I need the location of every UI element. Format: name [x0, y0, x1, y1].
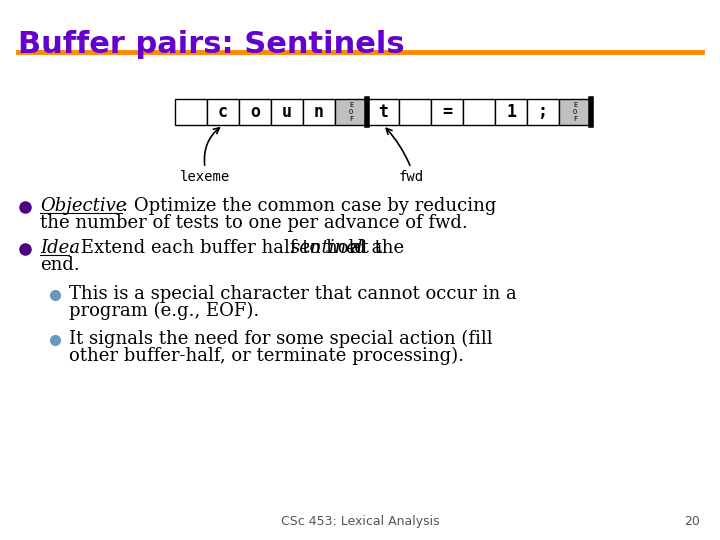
FancyBboxPatch shape [239, 99, 271, 125]
Text: Buffer pairs: Sentinels: Buffer pairs: Sentinels [18, 30, 405, 59]
Text: end.: end. [40, 256, 80, 274]
FancyBboxPatch shape [463, 99, 495, 125]
Text: : Optimize the common case by reducing: : Optimize the common case by reducing [122, 197, 496, 215]
Text: fwd: fwd [398, 170, 423, 184]
Text: 1: 1 [506, 103, 516, 121]
Text: lexeme: lexeme [180, 170, 230, 184]
Text: 20: 20 [684, 515, 700, 528]
Text: : Extend each buffer half to hold a: : Extend each buffer half to hold a [69, 239, 388, 257]
Text: E
O
F: E O F [349, 102, 353, 122]
Text: t: t [378, 103, 388, 121]
FancyBboxPatch shape [207, 99, 239, 125]
Text: Objective: Objective [40, 197, 127, 215]
FancyBboxPatch shape [399, 99, 431, 125]
Text: Idea: Idea [40, 239, 80, 257]
Text: This is a special character that cannot occur in a: This is a special character that cannot … [69, 285, 517, 303]
Text: program (e.g., EOF).: program (e.g., EOF). [69, 302, 259, 320]
Text: =: = [442, 103, 452, 121]
Text: o: o [250, 103, 260, 121]
FancyBboxPatch shape [271, 99, 303, 125]
FancyBboxPatch shape [303, 99, 335, 125]
FancyBboxPatch shape [175, 99, 207, 125]
FancyBboxPatch shape [559, 99, 591, 125]
Text: CSc 453: Lexical Analysis: CSc 453: Lexical Analysis [281, 515, 439, 528]
Text: the number of tests to one per advance of fwd.: the number of tests to one per advance o… [40, 214, 468, 232]
FancyBboxPatch shape [495, 99, 527, 125]
FancyBboxPatch shape [431, 99, 463, 125]
Text: n: n [314, 103, 324, 121]
FancyBboxPatch shape [335, 99, 367, 125]
FancyBboxPatch shape [367, 99, 399, 125]
FancyBboxPatch shape [527, 99, 559, 125]
Text: It signals the need for some special action (fill: It signals the need for some special act… [69, 330, 492, 348]
Text: sentinel: sentinel [291, 239, 364, 257]
Text: other buffer-half, or terminate processing).: other buffer-half, or terminate processi… [69, 347, 464, 365]
Text: at the: at the [345, 239, 404, 257]
Text: c: c [218, 103, 228, 121]
Text: E
O
F: E O F [573, 102, 577, 122]
Text: ;: ; [538, 103, 548, 121]
Text: u: u [282, 103, 292, 121]
